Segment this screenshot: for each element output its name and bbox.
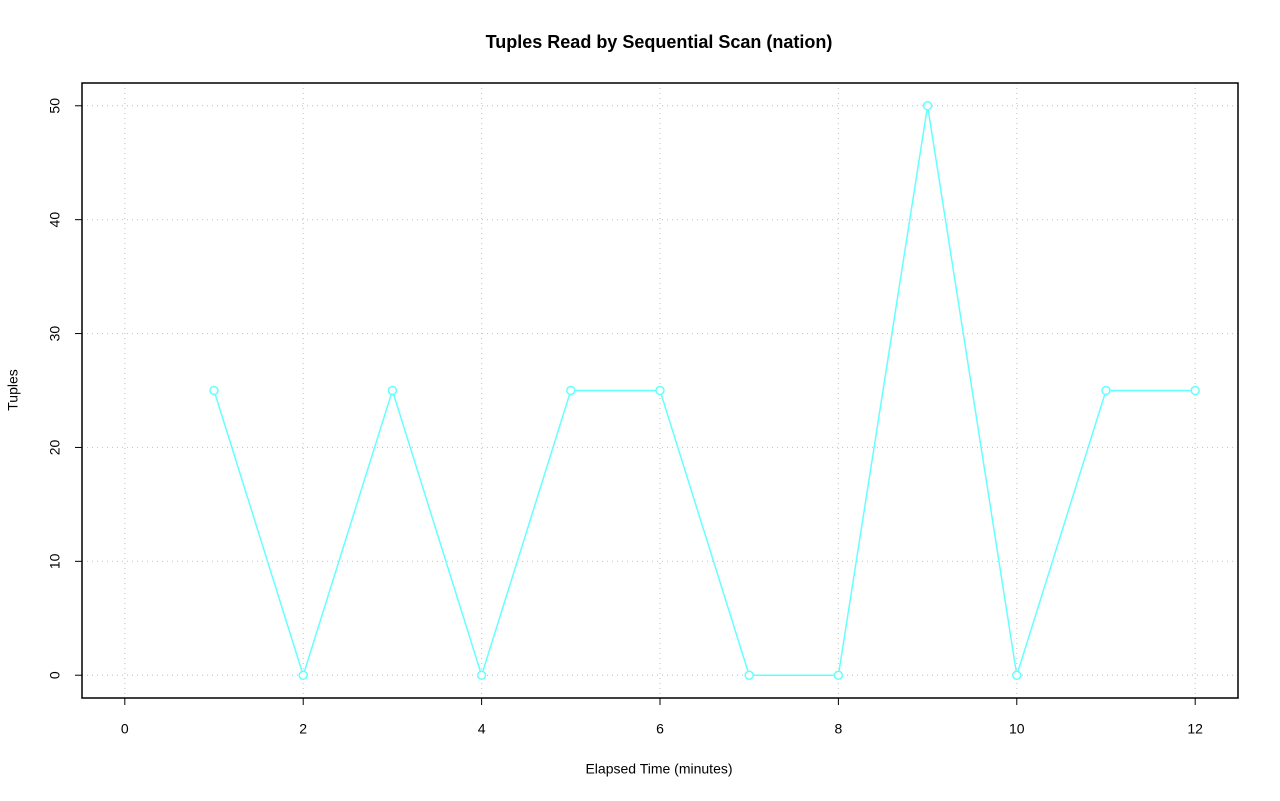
y-tick-label: 10	[47, 553, 63, 569]
point	[1012, 670, 1022, 680]
y-tick-label: 40	[47, 212, 63, 228]
x-tick-label: 8	[834, 721, 842, 737]
point	[922, 101, 933, 111]
x-axis-label: Elapsed Time (minutes)	[585, 761, 732, 777]
y-tick-label: 20	[47, 439, 63, 455]
x-tick-label: 0	[121, 721, 129, 737]
x-tick-label: 10	[1009, 721, 1025, 737]
x-tick-label: 12	[1187, 721, 1203, 737]
point	[298, 670, 308, 680]
point	[209, 385, 219, 396]
point	[566, 385, 576, 396]
point	[387, 385, 398, 396]
point	[655, 385, 665, 396]
line	[213, 105, 1196, 678]
x-tick-label: 2	[299, 721, 307, 737]
y-tick-label: 50	[47, 98, 63, 114]
point	[744, 670, 754, 680]
point	[476, 670, 487, 680]
point	[1101, 385, 1111, 396]
point	[1190, 385, 1200, 396]
x-tick-label: 4	[478, 721, 486, 737]
x-tick-label: 6	[656, 721, 664, 737]
y-tick-label: 30	[47, 326, 63, 342]
y-axis-label: Tuples	[5, 369, 21, 411]
plot-frame	[81, 82, 1239, 699]
chart-title: Tuples Read by Sequential Scan (nation)	[486, 32, 833, 52]
y-tick-label: 0	[47, 671, 63, 679]
point	[833, 670, 844, 680]
